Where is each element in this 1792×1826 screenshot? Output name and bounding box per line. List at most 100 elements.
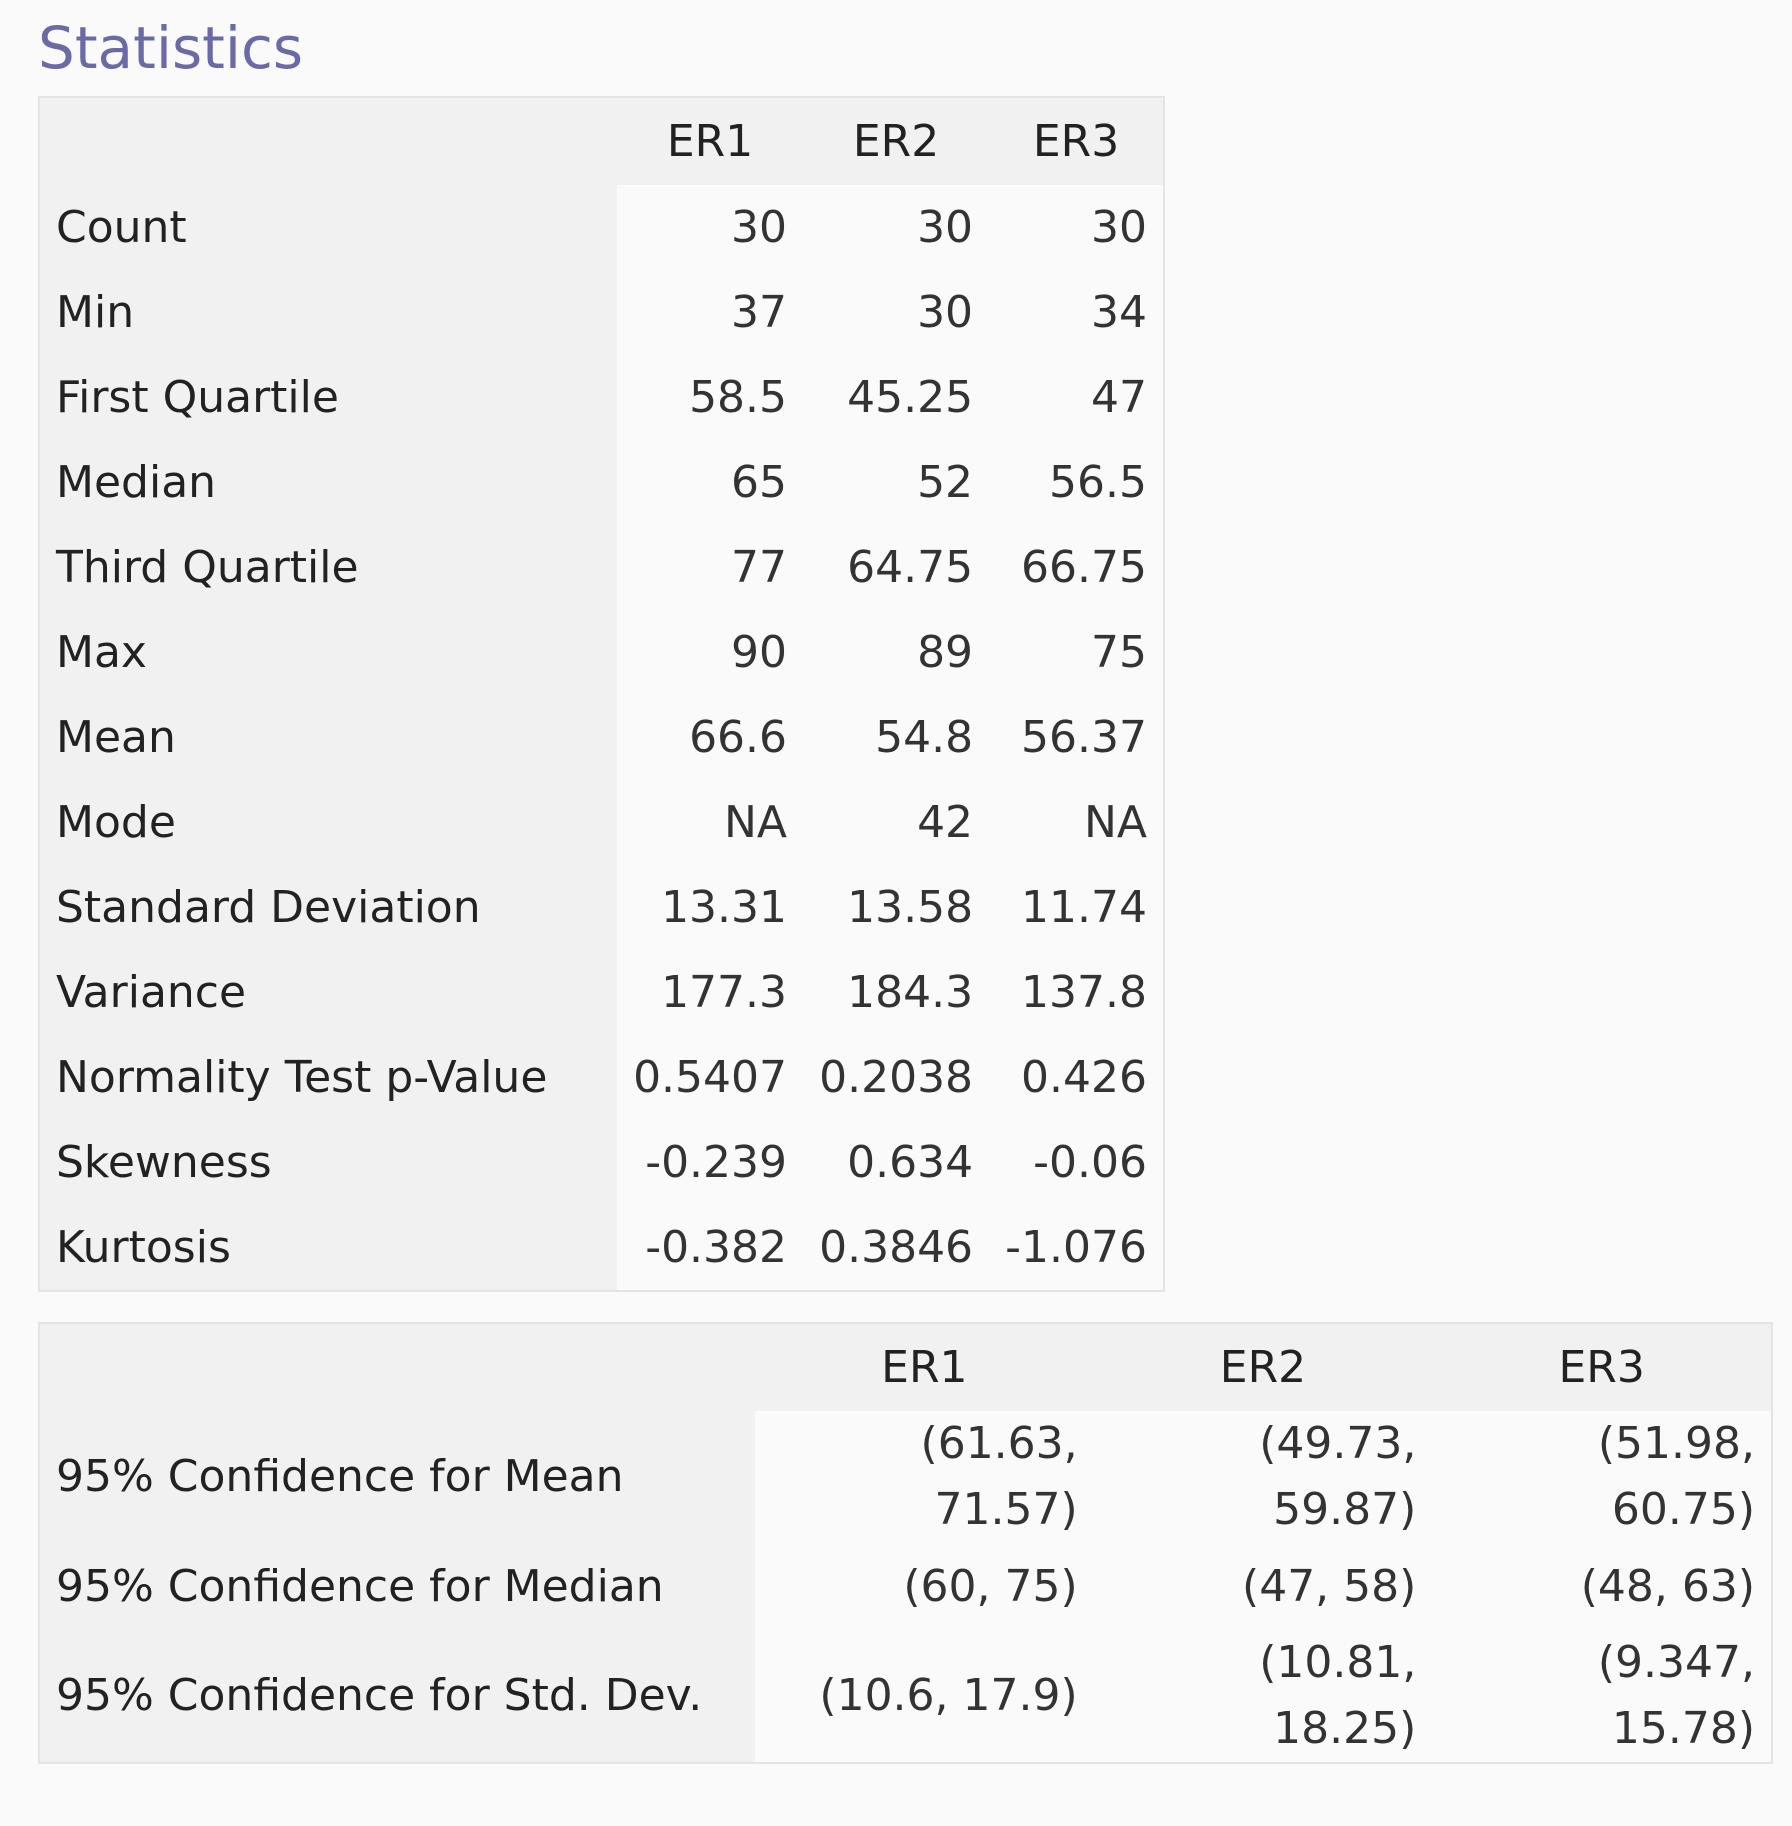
row-label: First Quartile [56,372,339,423]
value-cell: 47 [989,355,1164,440]
column-header: ER2 [1219,1342,1307,1393]
value-cell: -0.382 [617,1205,804,1291]
value-cell: -1.076 [989,1205,1164,1291]
row-label: 95% Confidence for Median [56,1560,664,1612]
value-cell: 77 [617,525,804,610]
value-cell: (51.98, 60.75) [1432,1411,1772,1543]
value-cell: 90 [617,610,804,695]
value-cell: (60, 75) [755,1543,1094,1630]
row-label: Kurtosis [56,1222,231,1273]
value-cell: 37 [617,270,804,355]
value-cell: 30 [803,185,990,270]
row-label: Skewness [56,1137,272,1188]
value-cell: (49.73, 59.87) [1093,1411,1433,1543]
value-cell: 75 [989,610,1164,695]
value-cell: 54.8 [803,695,990,780]
value-cell: 89 [803,610,990,695]
value-cell: 13.58 [803,865,990,950]
column-header: ER3 [1032,116,1120,167]
confidence-table: ER1 ER2 ER3 95% Confidence for Mean (61.63, … [38,1322,1773,1764]
table-row: Kurtosis -0.382 0.3846 -1.076 [39,1205,1164,1291]
value-cell: 66.75 [989,525,1164,610]
cell-value: (47, 58) [1242,1560,1417,1612]
header-row: ER1 ER2 ER3 [39,1323,1772,1411]
table-row: Third Quartile 77 64.75 66.75 [39,525,1164,610]
value-cell: 56.37 [989,695,1164,780]
row-label: Mean [56,712,176,763]
value-cell: 66.6 [617,695,804,780]
value-cell: (61.63, 71.57) [755,1411,1094,1543]
table-row: Mode NA 42 NA [39,780,1164,865]
value-cell: 177.3 [617,950,804,1035]
value-cell: 137.8 [989,950,1164,1035]
cell-value: (10.81, 18.25) [1259,1637,1417,1754]
row-label: Standard Deviation [56,882,481,933]
table-row: Count 30 30 30 [39,185,1164,270]
value-cell: 30 [989,185,1164,270]
table-row: Median 65 52 56.5 [39,440,1164,525]
value-cell: 11.74 [989,865,1164,950]
column-header: ER2 [852,116,940,167]
cell-value: (9.347, 15.78) [1597,1637,1755,1754]
value-cell: 13.31 [617,865,804,950]
value-cell: 58.5 [617,355,804,440]
table-row: Max 90 89 75 [39,610,1164,695]
value-cell: (47, 58) [1093,1543,1433,1630]
cell-value: (51.98, 60.75) [1597,1418,1755,1535]
value-cell: 0.426 [989,1035,1164,1120]
row-label: 95% Confidence for Mean [56,1451,624,1502]
row-label: Min [56,287,135,338]
value-cell: 30 [617,185,804,270]
table-row: Min 37 30 34 [39,270,1164,355]
row-label: Count [56,202,187,253]
row-label: Median [56,457,217,508]
value-cell: 45.25 [803,355,990,440]
cell-value: (61.63, 71.57) [920,1418,1078,1535]
table-row: Skewness -0.239 0.634 -0.06 [39,1120,1164,1205]
value-cell: 0.634 [803,1120,990,1205]
value-cell: NA [989,780,1164,865]
column-header: ER1 [881,1342,968,1393]
column-header: ER1 [666,116,754,167]
row-label: 95% Confidence for Std. Dev. [56,1670,703,1721]
value-cell: 56.5 [989,440,1164,525]
table-row: Mean 66.6 54.8 56.37 [39,695,1164,780]
row-label: Max [56,627,147,678]
table-row: 95% Confidence for Median (60, 75) (47, 58… [39,1543,1772,1630]
value-cell: 34 [989,270,1164,355]
value-cell: 52 [803,440,990,525]
cell-value: (48, 63) [1580,1560,1755,1612]
value-cell: 0.3846 [803,1205,990,1291]
section-title: Statistics [38,14,304,82]
table-row: Variance 177.3 184.3 137.8 [39,950,1164,1035]
summary-table: ER1 ER2 ER3 Count 30 30 30 Min 37 30 34 First Quart… [38,96,1165,1292]
value-cell: NA [617,780,804,865]
table-row: 95% Confidence for Std. Dev. (10.6, 17.9)… [39,1630,1772,1763]
row-label: Normality Test p-Value [56,1052,548,1103]
value-cell: 30 [803,270,990,355]
header-row: ER1 ER2 ER3 [39,97,1164,185]
row-label: Third Quartile [56,542,359,593]
value-cell: (10.6, 17.9) [755,1630,1094,1763]
value-cell: (9.347, 15.78) [1432,1630,1772,1763]
value-cell: 184.3 [803,950,990,1035]
table-row: Normality Test p-Value 0.5407 0.2038 0.426 [39,1035,1164,1120]
cell-value: (10.6, 17.9) [819,1670,1078,1721]
cell-value: (60, 75) [903,1560,1078,1612]
value-cell: 64.75 [803,525,990,610]
corner-cell [39,1323,755,1411]
table-row: Standard Deviation 13.31 13.58 11.74 [39,865,1164,950]
value-cell: (48, 63) [1432,1543,1772,1630]
value-cell: 65 [617,440,804,525]
row-label: Mode [56,797,176,848]
value-cell: 0.5407 [617,1035,804,1120]
table-row: First Quartile 58.5 45.25 47 [39,355,1164,440]
value-cell: 0.2038 [803,1035,990,1120]
row-label: Variance [56,967,247,1018]
value-cell: (10.81, 18.25) [1093,1630,1433,1763]
value-cell: -0.239 [617,1120,804,1205]
corner-cell [39,97,617,185]
column-header: ER3 [1558,1342,1645,1393]
